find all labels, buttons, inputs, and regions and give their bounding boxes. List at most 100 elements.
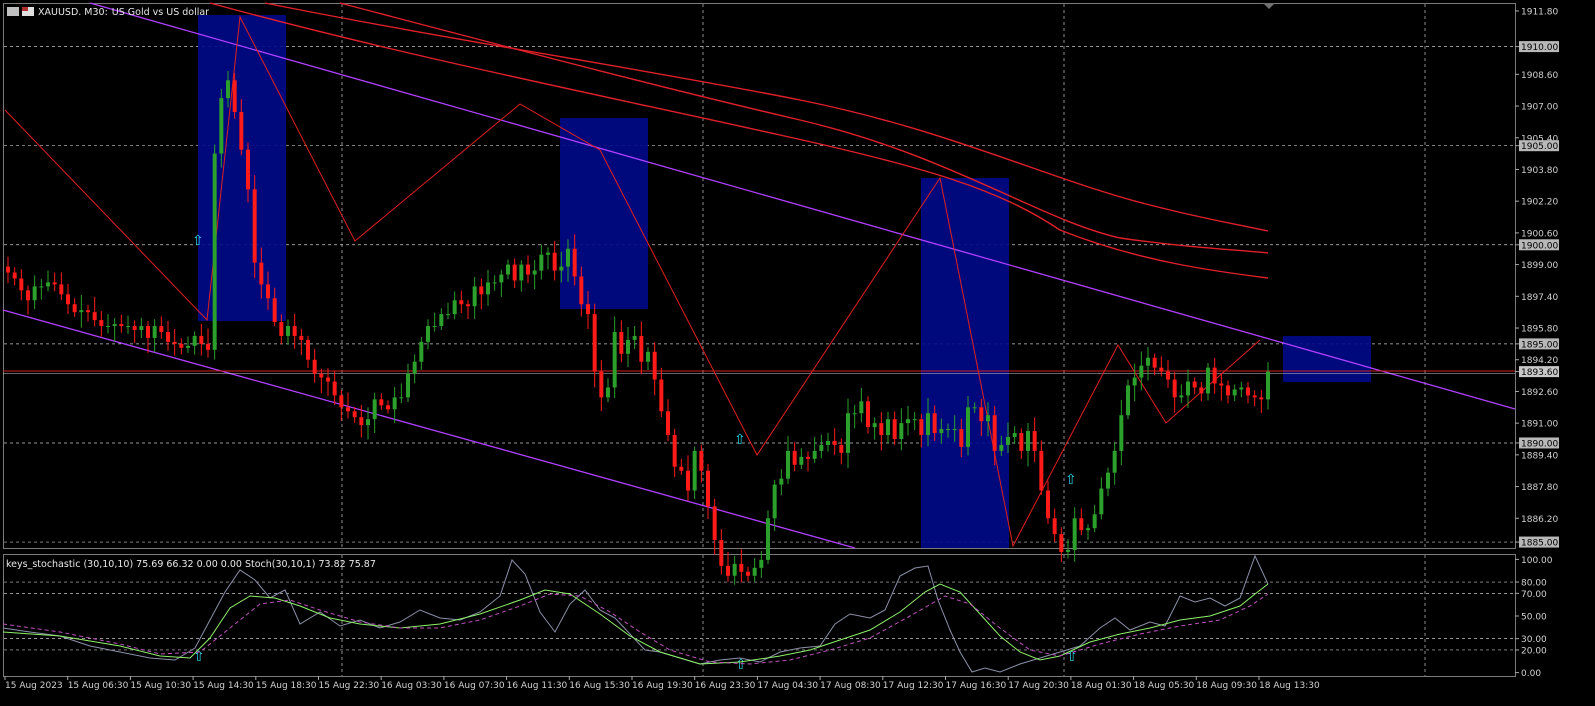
time-axis-label: 16 Aug 07:30 [444,681,505,691]
candle-body [139,326,144,330]
candle-body [846,413,850,453]
candle-body [1159,367,1164,372]
buy-arrow-icon: ⇧ [735,657,747,673]
price-axis-label: 1892.60 [1521,388,1558,398]
price-level-badge [1519,536,1559,548]
candle-body [1132,377,1137,386]
candle-body [559,266,564,271]
shift-marker-icon[interactable] [1263,3,1275,9]
price-axis-label: 1905.40 [1521,134,1558,144]
price-level-badge [1519,41,1559,53]
candle-body [392,397,397,410]
candle-body [672,435,677,467]
svg-text:XAUUSD.M30:US Gold vs US dolla: XAUUSD. M30: US Gold vs US dollar [38,7,209,18]
candle-body [852,413,857,415]
price-axis-label: 1890.00 [1521,439,1558,449]
candle-body [979,407,984,422]
highlight-box [198,15,286,321]
candle-body [519,264,524,281]
candle-body [972,407,977,409]
candle-body [666,411,670,436]
ma-line-2 [339,2,1269,254]
candle-body [1266,371,1270,400]
candle-body [1099,488,1104,515]
candle-body [772,484,777,519]
candle-body [1006,437,1010,445]
time-axis-label: 16 Aug 19:30 [632,681,693,691]
candle-body [1119,415,1124,451]
candle-body [766,518,770,560]
candle-body [692,450,697,491]
stoch-axis-label: 50.00 [1521,613,1547,623]
candle-body [472,286,477,307]
flag-icon [7,7,19,16]
candle-body [1039,450,1044,491]
candle-body [312,359,317,374]
candle-body [632,335,637,340]
candle-body [12,272,17,279]
buy-arrow-icon: ⇧ [192,233,204,249]
candle-body [986,415,990,422]
time-axis-label: 15 Aug 06:30 [68,681,129,691]
time-axis-label: 17 Aug 08:30 [820,681,881,691]
candle-body [739,563,744,572]
candle-body [1019,433,1024,451]
candle-body [86,310,90,313]
candle-body [912,419,917,421]
main-plot-frame [3,3,1516,549]
candle-body [612,331,617,388]
timeframe-label: M30: [84,7,108,18]
candle-body [19,278,24,291]
stoch-axis-label: 30.00 [1521,635,1547,645]
time-axis-label: 16 Aug 23:30 [695,681,756,691]
candle-body [1052,518,1057,535]
candle-body [119,324,124,327]
price-axis-label: 1897.40 [1521,293,1558,303]
price-level-badge [1519,140,1559,152]
time-axis-label: 15 Aug 14:30 [193,681,254,691]
candle-body [1032,431,1037,451]
price-axis-label: 1895.00 [1521,340,1558,350]
candle-body [866,401,870,428]
candle-body [1199,387,1204,394]
price-axis-label: 1885.00 [1521,539,1558,549]
candle-body [132,326,137,330]
candle-body [319,373,324,378]
candle-body [72,304,77,313]
time-axis-label: 17 Aug 20:30 [1008,681,1069,691]
candle-body [279,322,284,336]
description-label: US Gold vs US dollar [112,7,209,18]
highlight-boxes [198,15,1371,548]
candle-body [546,252,550,255]
candle-body [719,540,724,566]
candle-body [39,286,44,288]
candle-body [266,284,270,299]
stoch-dash-line [2,593,1269,665]
price-axis-label: 1900.60 [1521,229,1558,239]
candle-body [839,444,844,453]
candle-body [432,326,437,328]
candle-body [179,343,184,348]
candle-body [539,254,544,271]
candle-body [919,419,924,436]
highlight-box [1283,336,1371,382]
candle-body [212,153,217,350]
candle-body [552,252,557,271]
candle-body [786,450,790,479]
grid [4,4,1515,676]
price-level-badge [1519,437,1559,449]
candle-body [926,413,930,436]
candle-body [219,98,224,154]
candle-body [159,326,164,332]
buy-arrow-icon: ⇧ [1065,472,1077,488]
time-axis-label: 17 Aug 12:30 [883,681,944,691]
candle-body [752,567,757,576]
candle-body [372,399,377,420]
price-axis-label: 1910.00 [1521,43,1558,53]
stoch-legend: keys_stochastic (30,10,10) 75.69 66.32 0… [6,559,376,570]
candle-body [499,274,504,283]
price-axis-label: 1905.00 [1521,142,1558,152]
candle-body [192,335,197,346]
candle-body [172,341,177,344]
